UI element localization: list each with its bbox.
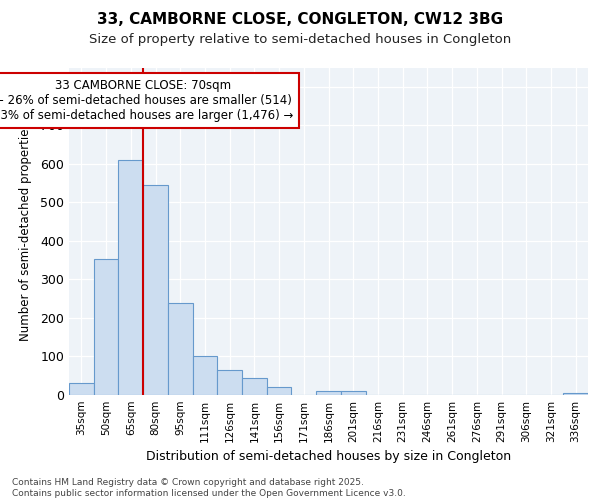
- Bar: [168, 302, 193, 395]
- Bar: [563, 393, 588, 395]
- Text: Contains HM Land Registry data © Crown copyright and database right 2025.
Contai: Contains HM Land Registry data © Crown c…: [12, 478, 406, 498]
- Text: 33, CAMBORNE CLOSE, CONGLETON, CW12 3BG: 33, CAMBORNE CLOSE, CONGLETON, CW12 3BG: [97, 12, 503, 28]
- Bar: [242, 378, 267, 395]
- Bar: [193, 356, 217, 395]
- Text: Size of property relative to semi-detached houses in Congleton: Size of property relative to semi-detach…: [89, 32, 511, 46]
- Bar: [118, 160, 143, 395]
- X-axis label: Distribution of semi-detached houses by size in Congleton: Distribution of semi-detached houses by …: [146, 450, 511, 464]
- Bar: [94, 260, 118, 395]
- Bar: [69, 384, 94, 395]
- Bar: [316, 391, 341, 395]
- Bar: [341, 391, 365, 395]
- Bar: [217, 370, 242, 395]
- Bar: [267, 388, 292, 395]
- Text: 33 CAMBORNE CLOSE: 70sqm
← 26% of semi-detached houses are smaller (514)
73% of : 33 CAMBORNE CLOSE: 70sqm ← 26% of semi-d…: [0, 79, 293, 122]
- Y-axis label: Number of semi-detached properties: Number of semi-detached properties: [19, 122, 32, 340]
- Bar: [143, 185, 168, 395]
